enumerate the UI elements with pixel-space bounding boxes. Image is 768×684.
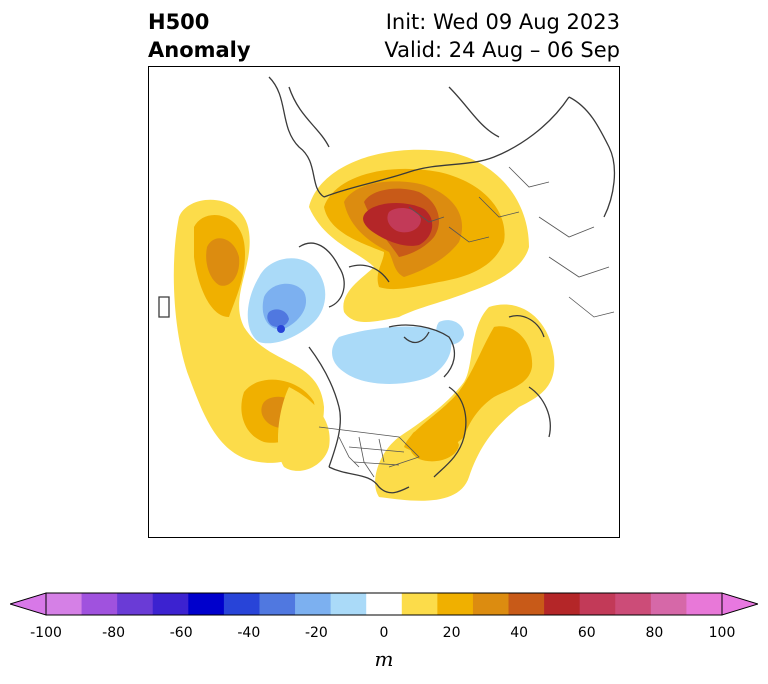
colorbar-cell xyxy=(401,593,438,615)
colorbar-cell xyxy=(472,593,510,615)
colorbar-cell xyxy=(579,593,616,615)
colorbar-tick-label: 80 xyxy=(645,625,664,641)
coastlines xyxy=(158,76,616,494)
colorbar-cell xyxy=(259,593,296,615)
colorbar-low-extend xyxy=(10,592,47,616)
colorbar-cell xyxy=(508,593,545,615)
colorbar-cell xyxy=(46,593,83,615)
colorbar-high-extend xyxy=(721,592,758,616)
colorbar-cell xyxy=(223,593,260,615)
positive-anomaly-west-us xyxy=(277,387,330,471)
colorbar-cell xyxy=(295,593,332,615)
anomaly-shading xyxy=(173,149,555,501)
colorbar-cell xyxy=(650,593,687,615)
colorbar-tick-label: 20 xyxy=(442,625,461,641)
colorbar-cell xyxy=(437,593,474,615)
colorbar-tick-label: -100 xyxy=(30,625,62,641)
anomaly-map xyxy=(148,66,620,538)
colorbar-tick-label: -80 xyxy=(102,625,126,641)
colorbar-tick-label: -40 xyxy=(237,625,261,641)
negative-anomaly-canada xyxy=(332,326,452,384)
borders xyxy=(318,166,615,478)
valid-period: Valid: 24 Aug – 06 Sep xyxy=(384,38,620,62)
colorbar-cell xyxy=(686,593,723,615)
colorbar xyxy=(10,592,758,616)
colorbar-cell xyxy=(330,593,367,615)
colorbar-cell xyxy=(117,593,154,615)
colorbar-tick-label: -60 xyxy=(169,625,193,641)
colorbar-tick-label: 0 xyxy=(379,625,389,641)
colorbar-tick-label: 60 xyxy=(577,625,596,641)
colorbar-cell xyxy=(81,593,118,615)
title-left: H500 Anomaly xyxy=(148,8,251,64)
map-svg xyxy=(158,76,616,501)
field-name: H500 xyxy=(148,10,210,34)
title-right: Init: Wed 09 Aug 2023 Valid: 24 Aug – 06… xyxy=(384,8,620,64)
colorbar-tick-label: -20 xyxy=(304,625,328,641)
colorbar-cell xyxy=(544,593,581,615)
colorbar-unit: m xyxy=(374,647,394,671)
colorbar-cell xyxy=(615,593,652,615)
colorbar-tick-label: 100 xyxy=(708,625,736,641)
colorbar-cell xyxy=(366,593,403,615)
field-type: Anomaly xyxy=(148,38,251,62)
colorbar-cell xyxy=(188,593,225,615)
colorbar-cell xyxy=(152,593,189,615)
init-date: Init: Wed 09 Aug 2023 xyxy=(385,10,620,34)
colorbar-tick-label: 40 xyxy=(510,625,529,641)
